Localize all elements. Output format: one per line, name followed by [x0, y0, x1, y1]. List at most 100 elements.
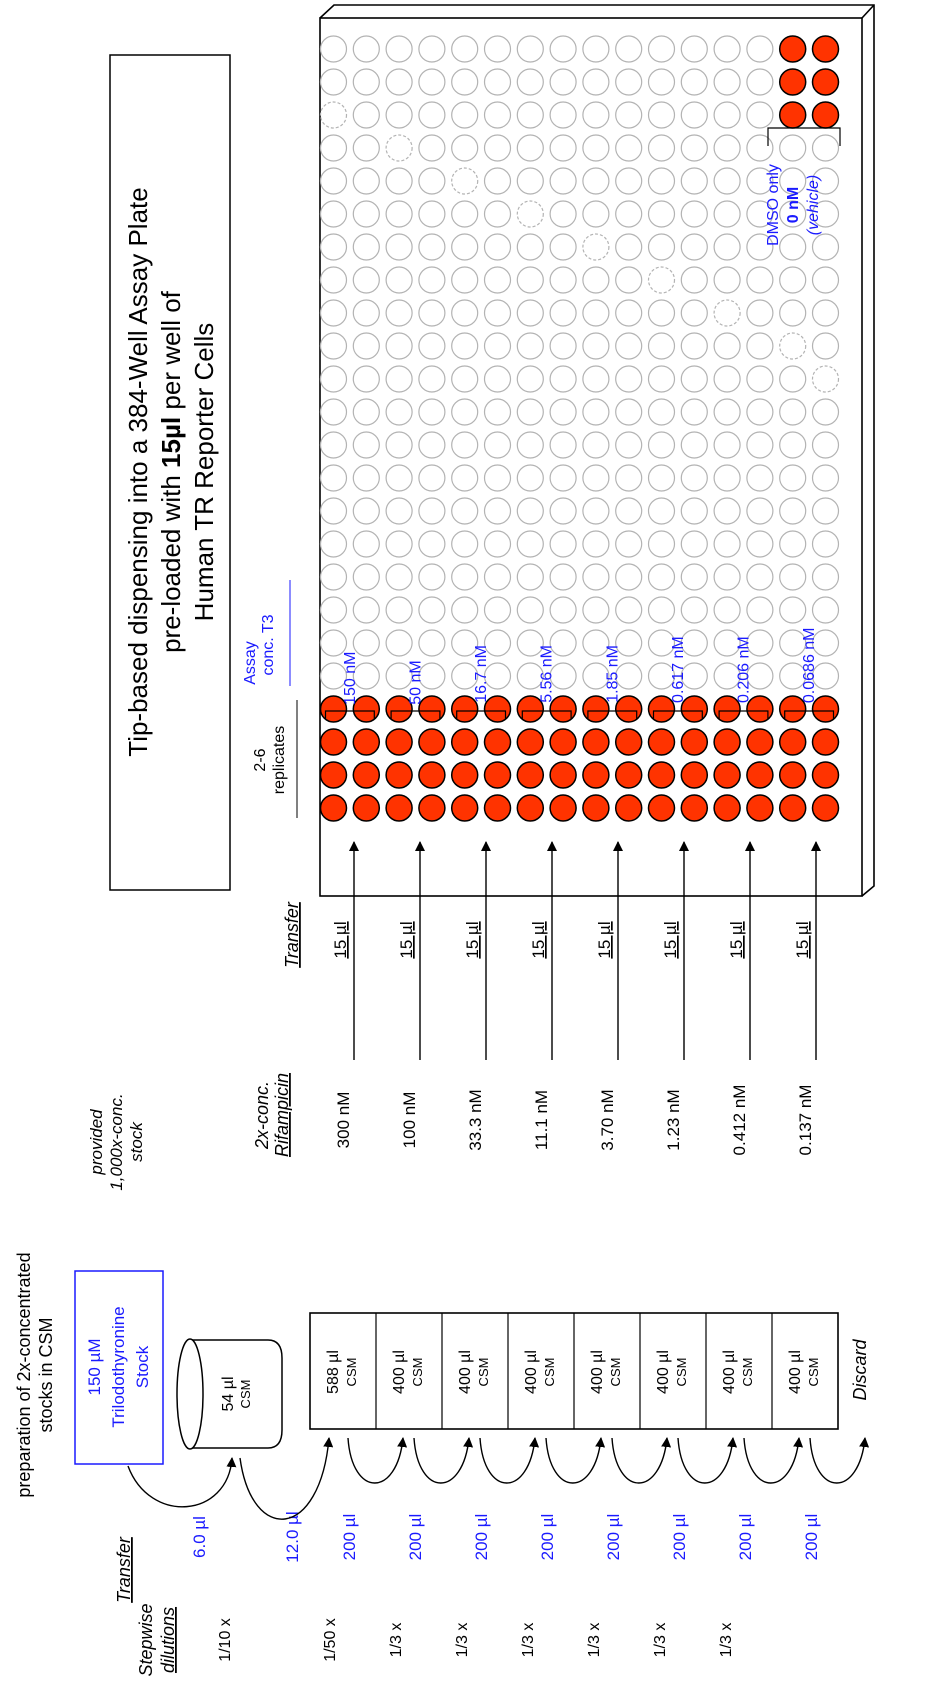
filled-well	[778, 68, 807, 96]
empty-well	[680, 365, 708, 393]
filled-well	[778, 728, 807, 756]
empty-well	[483, 332, 512, 360]
replicate-bracket	[718, 710, 769, 719]
empty-well	[352, 134, 380, 162]
filled-well	[614, 761, 643, 789]
transfer-volume: 15 µl	[529, 921, 548, 958]
empty-well	[647, 167, 676, 195]
empty-well	[352, 431, 380, 459]
assay-conc-label: 0.617 nM	[670, 636, 687, 703]
empty-well	[713, 398, 741, 426]
empty-well	[483, 266, 512, 294]
tube-medium: CSM	[740, 1358, 755, 1387]
empty-well	[713, 629, 741, 657]
empty-well	[582, 233, 610, 261]
conc-2x-value: 11.1 nM	[532, 1090, 551, 1150]
empty-well	[483, 134, 512, 162]
empty-well	[319, 101, 348, 129]
empty-well	[713, 266, 741, 294]
empty-well	[713, 596, 741, 624]
empty-well	[713, 35, 741, 63]
empty-well	[680, 35, 708, 63]
filled-well	[352, 761, 381, 789]
empty-well	[713, 365, 741, 393]
empty-well	[811, 134, 840, 162]
arrow-cup-to-tube1	[239, 1437, 334, 1520]
filled-well	[418, 728, 446, 756]
empty-well	[549, 233, 577, 261]
empty-well	[385, 167, 413, 195]
empty-well	[582, 497, 610, 525]
empty-well	[779, 365, 807, 393]
empty-well	[418, 101, 446, 129]
filled-well	[582, 728, 610, 756]
empty-well	[549, 200, 577, 228]
vehicle-bracket	[767, 127, 841, 146]
filled-well	[352, 695, 381, 723]
empty-well	[713, 662, 741, 690]
empty-well	[319, 134, 348, 162]
empty-well	[779, 332, 807, 360]
empty-well	[746, 662, 774, 690]
empty-well	[615, 497, 643, 525]
tube-medium: CSM	[344, 1358, 359, 1387]
empty-well	[516, 464, 544, 492]
empty-well	[549, 167, 577, 195]
empty-well	[779, 530, 807, 558]
empty-well	[647, 596, 676, 624]
empty-well	[647, 563, 676, 591]
empty-well	[319, 167, 348, 195]
title-line-2-bold: 15µl	[156, 417, 186, 468]
empty-well	[385, 497, 413, 525]
empty-well	[713, 68, 741, 96]
assay-conc-label: 1.85 nM	[604, 645, 621, 703]
empty-well	[385, 68, 413, 96]
empty-well	[647, 233, 676, 261]
discard-label: Discard	[850, 1339, 870, 1401]
tube-volume: 400 µl	[589, 1350, 606, 1394]
empty-well	[352, 596, 380, 624]
empty-well	[615, 365, 643, 393]
empty-well	[811, 299, 840, 327]
empty-well	[647, 68, 676, 96]
filled-well	[483, 794, 512, 822]
empty-well	[516, 497, 544, 525]
carry-volume: 200 µl	[406, 1514, 425, 1561]
filled-well	[778, 695, 807, 723]
assay-header-2: conc. T3	[260, 614, 277, 675]
arrow-stock-to-cup	[127, 1457, 237, 1508]
filled-well	[811, 101, 840, 129]
empty-well	[549, 398, 577, 426]
transfer-volume: 15 µl	[727, 921, 746, 958]
empty-well	[713, 332, 741, 360]
empty-well	[418, 35, 446, 63]
empty-well	[352, 530, 380, 558]
empty-well	[385, 299, 413, 327]
empty-well	[811, 398, 840, 426]
filled-well	[516, 695, 545, 723]
empty-well	[746, 266, 774, 294]
empty-well	[516, 68, 544, 96]
empty-well	[582, 563, 610, 591]
filled-well	[549, 761, 577, 789]
tube-medium: CSM	[674, 1358, 689, 1387]
empty-well	[385, 431, 413, 459]
empty-well	[385, 464, 413, 492]
empty-well	[549, 431, 577, 459]
carry-volume: 200 µl	[670, 1514, 689, 1561]
empty-well	[385, 398, 413, 426]
empty-well	[713, 431, 741, 459]
empty-well	[615, 464, 643, 492]
empty-well	[516, 200, 544, 228]
filled-well	[647, 728, 676, 756]
transfer-volume: 15 µl	[463, 921, 482, 958]
plate-edge-top	[861, 4, 875, 19]
provided-line-2: 1,000x-conc.	[107, 1093, 126, 1190]
empty-well	[779, 497, 807, 525]
provided-line-3: stock	[127, 1121, 146, 1162]
empty-well	[418, 464, 446, 492]
empty-well	[549, 563, 577, 591]
empty-well	[811, 563, 840, 591]
empty-well	[483, 299, 512, 327]
